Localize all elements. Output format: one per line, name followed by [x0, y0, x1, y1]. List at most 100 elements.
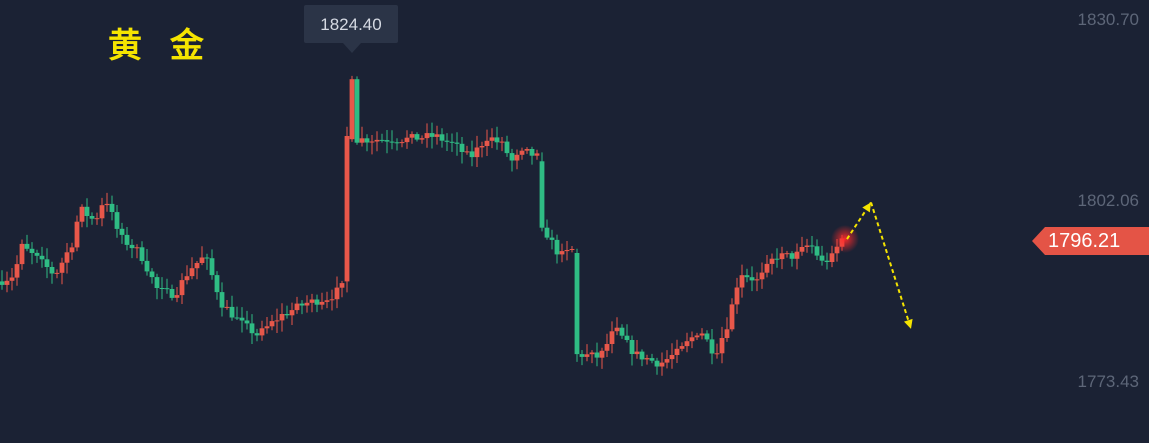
candle-body	[499, 141, 505, 143]
candle-body	[179, 280, 185, 296]
candle	[169, 284, 175, 301]
candle-body	[689, 337, 695, 342]
candle-body	[789, 253, 795, 259]
candle	[24, 234, 30, 252]
candle-body	[684, 341, 690, 347]
forecast-arrowhead	[903, 318, 913, 329]
candle-body	[679, 346, 685, 349]
candle	[9, 268, 15, 291]
candle-body	[609, 331, 615, 344]
candle	[59, 257, 65, 285]
candle-body	[169, 289, 175, 298]
candle-body	[139, 247, 145, 261]
candle-body	[644, 358, 650, 360]
candle	[684, 332, 690, 353]
candle-body	[309, 299, 315, 303]
candle	[349, 75, 355, 142]
candle	[559, 243, 565, 263]
candle-body	[504, 141, 510, 154]
candle	[134, 244, 140, 259]
candle	[284, 305, 290, 319]
candle	[394, 138, 400, 151]
candle	[99, 197, 105, 227]
candle	[4, 271, 10, 293]
candle-body	[664, 359, 670, 363]
candle-body	[114, 212, 120, 229]
candle	[334, 276, 340, 309]
candle-body	[674, 348, 680, 355]
candle-body	[639, 351, 645, 360]
candle	[44, 248, 50, 279]
candle	[409, 131, 415, 144]
candle	[659, 352, 665, 376]
candle-body	[129, 244, 135, 249]
candle	[239, 307, 245, 333]
candle	[329, 289, 335, 311]
candle	[589, 350, 595, 364]
candle-body	[194, 263, 200, 269]
candle-body	[234, 317, 240, 319]
candle	[54, 269, 60, 279]
candle-body	[54, 272, 60, 274]
candle	[824, 252, 830, 270]
candle	[69, 242, 75, 260]
candle-body	[819, 255, 825, 261]
candle-body	[69, 247, 75, 253]
candle	[209, 249, 215, 280]
candle-body	[584, 354, 590, 357]
candle-body	[759, 272, 765, 280]
candle-body	[594, 352, 600, 358]
candle	[754, 272, 760, 292]
candle-body	[364, 138, 370, 143]
candle-body	[174, 295, 180, 298]
candle-body	[359, 138, 365, 143]
candle-body	[189, 268, 195, 277]
candle-body	[794, 251, 800, 259]
candle-body	[339, 283, 345, 288]
candle	[689, 331, 695, 349]
candle	[514, 149, 520, 170]
candle-body	[494, 137, 500, 143]
candle	[119, 222, 125, 244]
candle	[104, 192, 110, 212]
candle-body	[74, 221, 80, 248]
candle-body	[349, 79, 355, 140]
candle	[254, 328, 260, 342]
candle	[149, 268, 155, 284]
candle-body	[284, 314, 290, 316]
candle	[704, 330, 710, 342]
candle	[644, 354, 650, 365]
candle	[529, 146, 535, 165]
candle	[154, 273, 160, 300]
candle-body	[549, 237, 555, 240]
candle	[709, 329, 715, 365]
candle-body	[344, 136, 350, 282]
candle	[279, 303, 285, 332]
candle-body	[14, 264, 20, 278]
candle	[444, 133, 450, 151]
candle-body	[19, 243, 25, 265]
candle-body	[329, 299, 335, 301]
candle-body	[554, 239, 560, 255]
candle	[724, 317, 730, 342]
candle	[124, 227, 130, 251]
candle	[424, 123, 430, 148]
candle	[544, 219, 550, 240]
candle-body	[724, 329, 730, 338]
candle-body	[599, 350, 605, 358]
candle	[744, 268, 750, 283]
candle	[84, 198, 90, 228]
candle-body	[779, 253, 785, 260]
candle-body	[719, 338, 725, 354]
candle-body	[119, 228, 125, 235]
candle	[604, 333, 610, 357]
candle	[799, 236, 805, 256]
candle	[109, 195, 115, 221]
candle	[679, 342, 685, 352]
candle-body	[9, 277, 15, 281]
candle	[79, 204, 85, 228]
candle	[764, 255, 770, 278]
candle-body	[579, 354, 585, 357]
candle-body	[4, 280, 10, 285]
candle-body	[774, 258, 780, 260]
